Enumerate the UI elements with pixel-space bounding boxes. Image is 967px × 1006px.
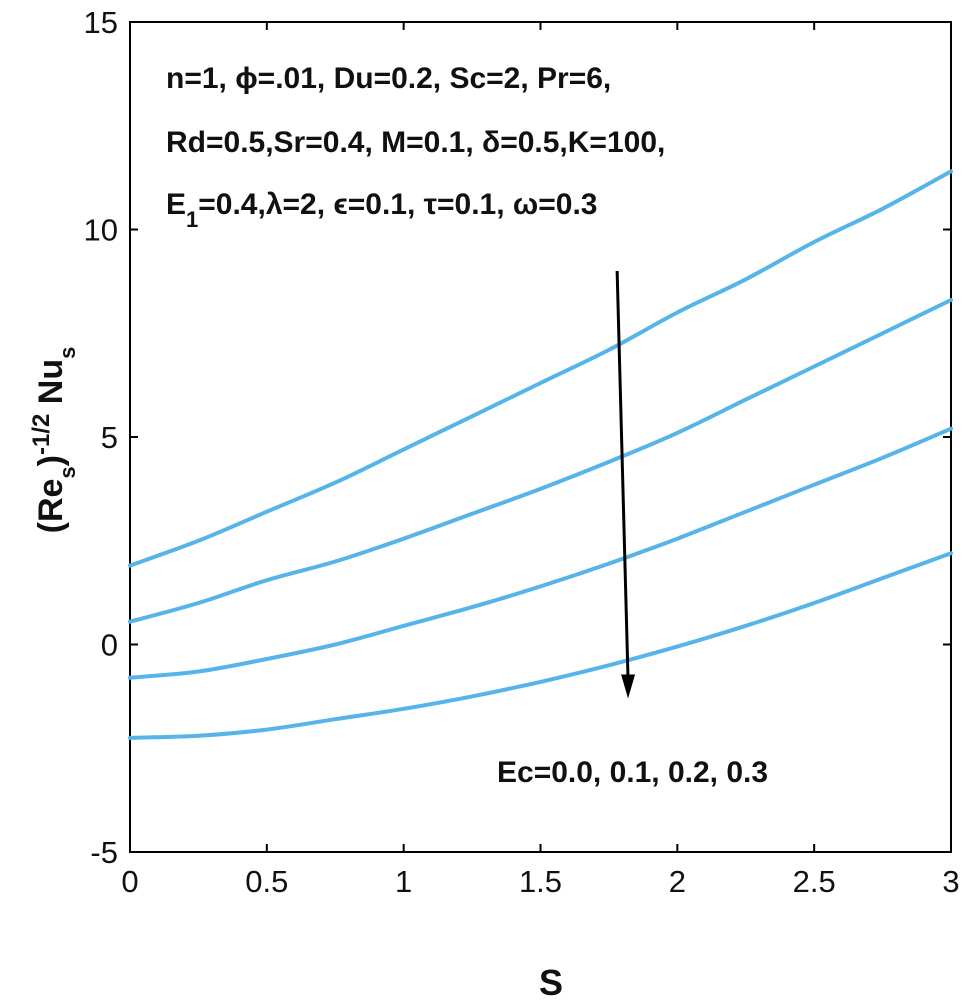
y-tick-label: 15 [84,5,118,40]
ec-label: Ec=0.0, 0.1, 0.2, 0.3 [497,756,768,789]
x-tick-label: 2 [669,864,686,899]
series-line-4 [128,551,953,740]
y-tick-label: 10 [84,213,118,248]
x-tick-label: 2.5 [793,864,836,899]
x-tick-label: 3 [942,864,959,899]
params-line-1: n=1, ϕ=.01, Du=0.2, Sc=2, Pr=6, [166,62,611,95]
y-tick-label: 5 [101,420,118,455]
arrow-shaft [615,270,630,681]
x-tick-label: 0.5 [245,864,288,899]
series-line-3 [128,426,953,680]
y-tick-label: 0 [101,628,118,663]
x-tick-label: 1.5 [519,864,562,899]
params-line-3: E1=0.4,λ=2, ϵ=0.1, τ=0.1, ω=0.3 [166,188,597,232]
series-line-2 [128,298,953,624]
ec-arrow [615,270,636,699]
y-tick-label: -5 [90,835,118,870]
arrow-head [621,674,636,699]
x-axis-label: S [539,962,563,1003]
y-axis-label: (Res)-1/2 Nus [28,347,80,534]
x-tick-label: 0 [121,864,138,899]
params-line-2: Rd=0.5,Sr=0.4, M=0.1, δ=0.5,K=100, [166,126,665,159]
x-tick-label: 1 [395,864,412,899]
series-lines [128,169,953,740]
series-line-1 [128,169,953,568]
